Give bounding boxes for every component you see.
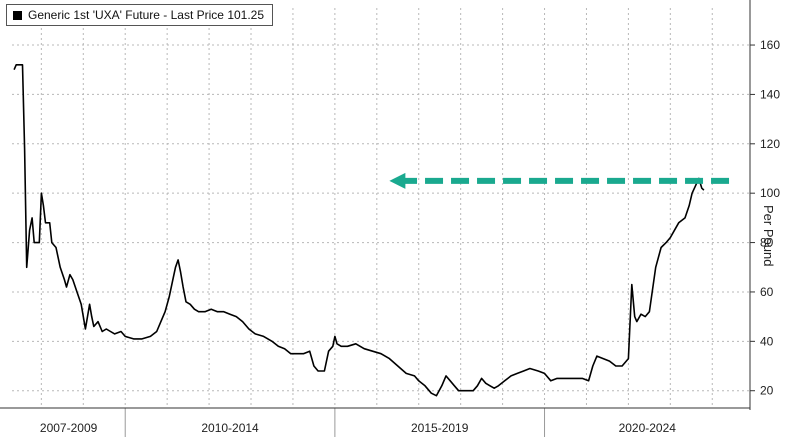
- y-tick-label: 100: [760, 186, 780, 200]
- y-tick-label: 120: [760, 137, 780, 151]
- legend: Generic 1st 'UXA' Future - Last Price 10…: [6, 4, 274, 26]
- y-axis-label: Per Pound: [761, 205, 776, 267]
- y-tick-label: 140: [760, 87, 780, 101]
- arrow-head: [389, 172, 406, 189]
- y-tick-label: 160: [760, 38, 780, 52]
- axes: [0, 0, 755, 437]
- x-tick-labels: 2007-2009 2010-2014 2015-2019 2020-2024: [40, 421, 676, 435]
- series-group: [13, 64, 705, 397]
- x-tick-label: 2020-2024: [619, 421, 677, 435]
- y-tick-label: 40: [760, 334, 774, 348]
- y-tick-label: 80: [760, 236, 774, 250]
- y-tick-labels: 20 40 60 80 100 120 140 160: [760, 38, 780, 398]
- x-tick-label: 2010-2014: [201, 421, 259, 435]
- x-tick-label: 2007-2009: [40, 421, 98, 435]
- legend-label: Generic 1st 'UXA' Future - Last Price 10…: [28, 8, 265, 22]
- x-gridlines: [40, 8, 713, 408]
- gridlines: [12, 44, 750, 392]
- x-tick-label: 2015-2019: [411, 421, 469, 435]
- y-tick-label: 60: [760, 285, 774, 299]
- annotation-arrow: [389, 172, 730, 189]
- series-line: [13, 64, 705, 397]
- legend-swatch: [13, 10, 22, 20]
- y-tick-label: 20: [760, 384, 774, 398]
